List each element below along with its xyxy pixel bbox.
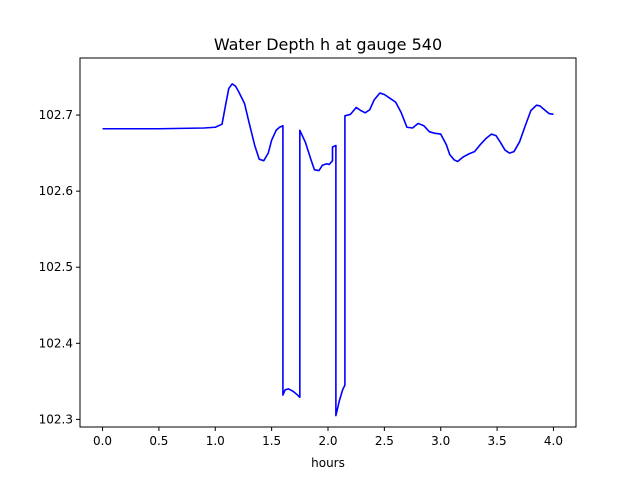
chart-title: Water Depth h at gauge 540	[214, 35, 442, 54]
x-tick-label: 0.5	[149, 434, 168, 448]
x-tick-label: 3.5	[488, 434, 507, 448]
y-axis: 102.3 102.4 102.5 102.6 102.7	[39, 108, 80, 426]
x-tick-label: 2.5	[375, 434, 394, 448]
x-tick-label: 2.0	[318, 434, 337, 448]
plot-area	[102, 83, 554, 417]
y-tick-label: 102.4	[39, 336, 73, 350]
x-axis-label: hours	[311, 456, 345, 470]
y-tick-label: 102.3	[39, 412, 73, 426]
y-tick-label: 102.6	[39, 184, 73, 198]
x-tick-label: 1.5	[262, 434, 281, 448]
series-line	[102, 83, 554, 417]
y-tick-label: 102.7	[39, 108, 73, 122]
x-tick-label: 4.0	[544, 434, 563, 448]
x-tick-label: 1.0	[206, 434, 225, 448]
x-tick-label: 0.0	[93, 434, 112, 448]
plot-frame	[79, 57, 577, 428]
x-axis: 0.0 0.5 1.0 1.5 2.0 2.5 3.0 3.5 4.0	[93, 427, 563, 448]
y-tick-label: 102.5	[39, 260, 73, 274]
x-tick-label: 3.0	[431, 434, 450, 448]
